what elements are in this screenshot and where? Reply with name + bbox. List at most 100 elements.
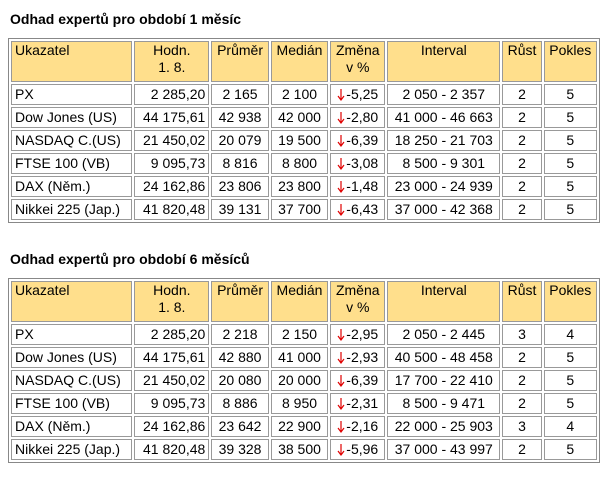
- cell: 5: [543, 347, 597, 368]
- cell: PX: [11, 324, 133, 345]
- down-arrow-icon: [337, 375, 345, 387]
- cell: 2: [502, 84, 542, 105]
- cell-text: 41 820,48: [143, 441, 206, 457]
- header-cell: Hodn. 1. 8.: [134, 41, 210, 82]
- down-arrow-icon: [337, 112, 345, 124]
- cell-text: 39 131: [218, 201, 262, 217]
- cell: 20 080: [211, 370, 269, 391]
- cell: FTSE 100 (VB): [11, 153, 133, 174]
- cell: 23 642: [211, 416, 269, 437]
- cell: 2 218: [211, 324, 269, 345]
- cell: 37 000 - 43 997: [387, 439, 501, 460]
- row: DAX (Něm.) 24 162,86 23 642 22 900 -2,16 22 0…: [11, 416, 597, 437]
- section: Odhad expertů pro období 1 měsíc Ukazate…: [8, 8, 600, 223]
- cell-text: 2: [518, 395, 526, 411]
- down-arrow-icon: [337, 204, 345, 216]
- cell-text: 2 150: [281, 326, 318, 342]
- cell-text: 4: [566, 418, 575, 434]
- cell: 20 000: [270, 370, 329, 391]
- cell: FTSE 100 (VB): [11, 393, 133, 414]
- cell: NASDAQ C.(US): [11, 130, 133, 151]
- cell: 2: [502, 107, 542, 128]
- cell-text: 17 700 - 22 410: [394, 372, 493, 388]
- cell-text: 5: [566, 109, 575, 125]
- cell: 2: [502, 199, 542, 220]
- cell-text: 9 095,73: [150, 395, 206, 411]
- cell: 2: [502, 393, 542, 414]
- cell-text: 2 100: [281, 86, 318, 102]
- cell: -5,96: [330, 439, 386, 460]
- cell-text: 5: [566, 395, 575, 411]
- cell-text: 42 880: [218, 349, 262, 365]
- cell: 8 886: [211, 393, 269, 414]
- cell: 5: [543, 153, 597, 174]
- cell: 2: [502, 130, 542, 151]
- section: Odhad expertů pro období 6 měsíců Ukazat…: [8, 248, 600, 463]
- cell: 2 150: [270, 324, 329, 345]
- cell: 9 095,73: [134, 393, 210, 414]
- cell-text: 44 175,61: [143, 109, 206, 125]
- header-cell: Medián: [270, 41, 329, 82]
- cell-text: FTSE 100 (VB): [15, 155, 110, 171]
- cell: -6,43: [330, 199, 386, 220]
- cell: 2: [502, 347, 542, 368]
- cell-text: 2: [518, 349, 526, 365]
- cell: 23 800: [270, 176, 329, 197]
- cell: -2,93: [330, 347, 386, 368]
- cell-text: 20 000: [278, 372, 321, 388]
- cell-text: FTSE 100 (VB): [15, 395, 110, 411]
- cell-text: 2: [518, 109, 526, 125]
- cell: 24 162,86: [134, 176, 210, 197]
- cell: 21 450,02: [134, 370, 210, 391]
- cell-text: -2,31: [346, 395, 379, 411]
- cell-text: 5: [566, 372, 575, 388]
- cell-text: 39 328: [218, 441, 262, 457]
- down-arrow-icon: [337, 421, 345, 433]
- header-cell: Průměr: [211, 281, 269, 322]
- cell-text: 2 285,20: [150, 326, 206, 342]
- cell-text: 18 250 - 21 703: [394, 132, 493, 148]
- cell: 3: [502, 324, 542, 345]
- header-cell: Interval: [387, 281, 501, 322]
- header-cell: Změna v %: [330, 281, 386, 322]
- cell-text: -3,08: [346, 155, 379, 171]
- cell-text: 23 800: [278, 178, 321, 194]
- cell: -2,31: [330, 393, 386, 414]
- cell-text: 23 642: [218, 418, 262, 434]
- cell: 18 250 - 21 703: [387, 130, 501, 151]
- cell-text: 24 162,86: [143, 418, 206, 434]
- header-cell: Růst: [502, 41, 542, 82]
- cell-text: 2 050 - 2 445: [402, 326, 486, 342]
- cell-text: 2 285,20: [150, 86, 206, 102]
- cell-text: 3: [518, 326, 526, 342]
- cell-text: 38 500: [278, 441, 321, 457]
- down-arrow-icon: [337, 352, 345, 364]
- row: PX 2 285,20 2 218 2 150 -2,95 2 050 - 2 445 3 4: [11, 324, 597, 345]
- cell: PX: [11, 84, 133, 105]
- header-cell: Růst: [502, 281, 542, 322]
- cell: Dow Jones (US): [11, 107, 133, 128]
- cell: 41 000 - 46 663: [387, 107, 501, 128]
- down-arrow-icon: [337, 329, 345, 341]
- table: Ukazatel Hodn. 1. 8. Průměr Medián Změna v %…: [8, 278, 600, 463]
- cell-text: 8 500 - 9 471: [402, 395, 486, 411]
- cell-text: 41 000: [278, 349, 321, 365]
- cell: 22 900: [270, 416, 329, 437]
- cell: 39 131: [211, 199, 269, 220]
- cell: 5: [543, 176, 597, 197]
- cell-text: DAX (Něm.): [15, 418, 91, 434]
- cell: 5: [543, 107, 597, 128]
- cell: 42 880: [211, 347, 269, 368]
- cell: 44 175,61: [134, 107, 210, 128]
- cell-text: 42 938: [218, 109, 262, 125]
- cell-text: 8 500 - 9 301: [402, 155, 486, 171]
- cell-text: 41 000 - 46 663: [394, 109, 493, 125]
- cell-text: 21 450,02: [143, 372, 206, 388]
- cell: 4: [543, 324, 597, 345]
- cell-text: 44 175,61: [143, 349, 206, 365]
- cell: -6,39: [330, 130, 386, 151]
- down-arrow-icon: [337, 89, 345, 101]
- cell: 23 806: [211, 176, 269, 197]
- cell-text: 5: [566, 349, 575, 365]
- cell-text: -2,16: [346, 418, 379, 434]
